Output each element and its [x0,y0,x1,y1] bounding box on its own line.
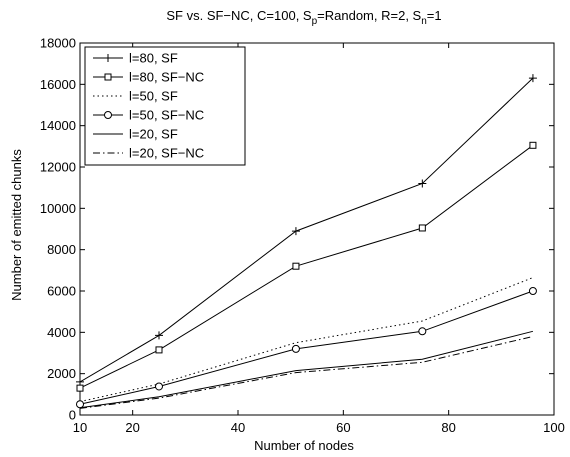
y-tick-label: 4000 [47,325,76,340]
legend-marker-4 [104,111,112,119]
title-suffix: =1 [427,8,442,23]
y-tick-label: 6000 [47,284,76,299]
legend-marker-2 [104,73,112,81]
legend-label-4: l=50, SF−NC [129,108,204,123]
series-1-point [155,331,163,340]
y-tick-label: 10000 [40,201,76,216]
title-prefix: SF vs. SF−NC, C=100, S [166,8,312,23]
legend-marker-1 [104,54,112,62]
chart-title: SF vs. SF−NC, C=100, Sp=Random, R=2, Sn=… [166,8,441,27]
x-tick-label: 80 [441,420,455,435]
x-tick-label: 60 [336,420,350,435]
plot-area: 10 20 40 60 80 100 0 2000 4000 6000 8000 10000 12000… [40,36,565,436]
legend-label-3: l=50, SF [129,89,178,104]
y-axis-label: Number of emitted chunks [9,149,24,301]
series-2-point [529,141,537,149]
series-4-point [528,287,537,295]
series-2-point [76,384,84,392]
series-1-point [418,179,427,188]
y-tick-label: 0 [69,408,76,423]
legend-label-2: l=80, SF−NC [129,70,204,85]
series-line-2 [79,144,534,389]
y-tick-label: 8000 [47,242,76,257]
title-middle: =Random, R=2, S [317,8,421,23]
series-2-point [292,262,300,270]
x-tick-label: 20 [125,420,139,435]
series-2-point [155,346,163,354]
legend-label-5: l=20, SF [129,127,178,142]
series-4-point [76,400,84,409]
y-tick-label: 18000 [40,36,76,51]
x-tick-label: 10 [73,420,87,435]
title-subscript-p: p [312,16,318,27]
series-1-point [76,377,84,386]
series-line-6 [79,336,534,409]
series-1-point [291,227,300,236]
series-line-3 [79,277,534,403]
x-axis-label: Number of nodes [254,438,354,453]
y-tick-label: 2000 [47,366,76,381]
series-line-4 [79,290,534,405]
y-tick-label: 12000 [40,160,76,175]
legend-label-1: l=80, SF [129,51,178,66]
series-4-point [291,344,300,353]
y-tick-label: 16000 [40,77,76,92]
legend-label-6: l=20, SF−NC [129,146,204,161]
series-4-point [418,327,427,336]
title-subscript-n: n [421,16,427,27]
x-tick-label: 40 [231,420,245,435]
series-line-5 [79,330,534,409]
series-1-point [528,74,537,83]
plot-frame [79,42,555,416]
legend-box [84,46,246,166]
series-4-point [155,382,163,391]
y-tick-label: 14000 [40,118,76,133]
series-2-point [418,224,426,232]
x-tick-label: 100 [543,420,565,435]
